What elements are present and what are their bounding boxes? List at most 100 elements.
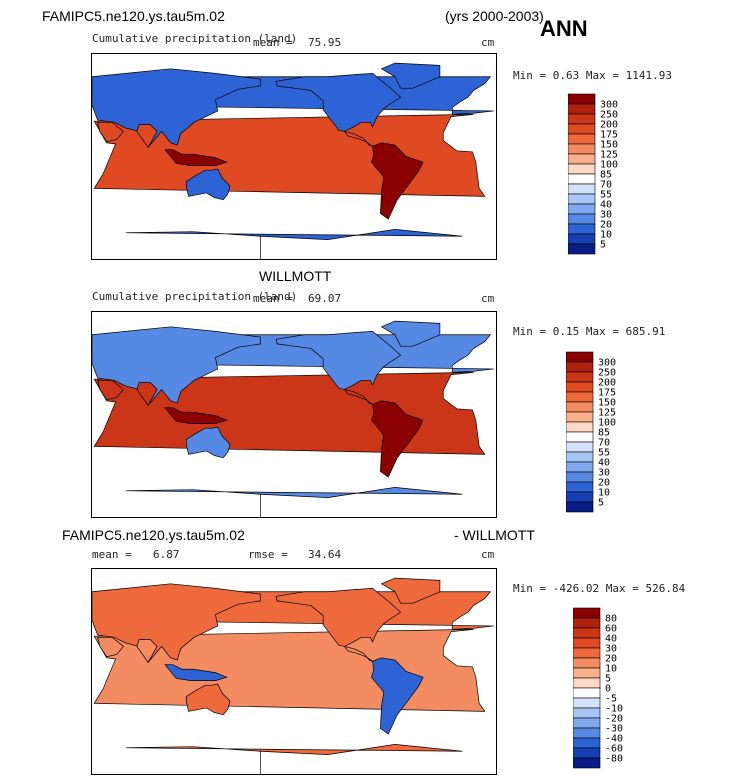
panel1-colorbar: 300 250 200 175 150 125 100 85 70 55 40 30 20 10 5: [568, 93, 628, 255]
colorbar-level-label: 30: [605, 644, 617, 655]
colorbar-swatch: [566, 441, 594, 453]
colorbar-swatch: [568, 133, 596, 145]
colorbar-level-label: -10: [605, 704, 623, 715]
panel3-mean-label: mean =: [92, 548, 132, 561]
colorbar-swatch: [573, 697, 601, 709]
colorbar-swatch: [568, 113, 596, 125]
colorbar-level-label: -60: [605, 744, 623, 755]
colorbar-level-label: 60: [605, 624, 617, 635]
colorbar-level-label: 30: [600, 210, 612, 221]
southeast-asia-shape: [164, 664, 228, 681]
colorbar-swatch: [566, 421, 594, 433]
panel1-map: [91, 53, 497, 260]
colorbar-swatch: [573, 637, 601, 649]
colorbar-level-label: 125: [598, 408, 616, 419]
colorbar-swatch: [566, 381, 594, 393]
colorbar-swatch: [573, 687, 601, 699]
colorbar-swatch: [566, 461, 594, 473]
colorbar-level-label: 100: [600, 160, 618, 171]
colorbar-swatch: [568, 233, 596, 245]
antarctica-shape: [125, 487, 463, 517]
colorbar-level-label: 300: [600, 100, 618, 111]
colorbar-level-label: 200: [598, 378, 616, 389]
arabia-shape: [97, 379, 124, 401]
colorbar-level-label: 5: [600, 240, 606, 251]
colorbar-level-label: 0: [605, 684, 611, 695]
years-label: (yrs 2000-2003): [445, 8, 544, 24]
colorbar-swatch: [566, 351, 594, 363]
asia-shape: [92, 326, 261, 406]
colorbar-swatch: [566, 371, 594, 383]
colorbar-swatch: [566, 431, 594, 443]
australia-shape: [185, 683, 231, 716]
colorbar-level-label: 20: [600, 220, 612, 231]
panel2-minmax: Min = 0.15 Max = 685.91: [513, 325, 666, 338]
colorbar-level-label: 175: [600, 130, 618, 141]
colorbar-level-label: -40: [605, 734, 623, 745]
colorbar-level-label: 250: [600, 110, 618, 121]
colorbar-level-label: 85: [600, 170, 612, 181]
colorbar-swatch: [568, 103, 596, 115]
panel3-title-right: - WILLMOTT: [454, 527, 535, 543]
colorbar-level-label: 300: [598, 358, 616, 369]
colorbar-swatch: [573, 757, 601, 769]
panel1-minmax: Min = 0.63 Max = 1141.93: [513, 69, 672, 82]
colorbar-swatch: [566, 401, 594, 413]
panel3-rmse-value: 34.64: [308, 548, 342, 561]
colorbar-level-label: 40: [598, 458, 610, 469]
panel2-colorbar: 300 250 200 175 150 125 100 85 70 55 40 30 20 10 5: [566, 351, 626, 513]
colorbar-swatch: [568, 93, 596, 105]
north-america-shape: [275, 331, 402, 390]
australia-shape: [185, 426, 231, 459]
panel1-map-svg: [92, 62, 494, 259]
colorbar-swatch: [566, 451, 594, 463]
antarctica-shape: [125, 744, 463, 774]
colorbar-level-label: 250: [598, 368, 616, 379]
colorbar-swatch: [568, 153, 596, 165]
colorbar-level-label: 10: [598, 488, 610, 499]
colorbar-swatch: [573, 627, 601, 639]
colorbar-level-label: 55: [598, 448, 610, 459]
north-america-shape: [275, 73, 402, 132]
colorbar-swatch: [573, 657, 601, 669]
south-america-shape: [371, 142, 424, 220]
panel3-map-svg: [92, 577, 494, 774]
greenland-shape: [380, 320, 441, 347]
asia-shape: [92, 68, 261, 148]
southeast-asia-shape: [164, 407, 228, 424]
colorbar-swatch: [568, 173, 596, 185]
colorbar-level-label: 80: [605, 614, 617, 625]
colorbar-level-label: 10: [605, 664, 617, 675]
season-label: ANN: [540, 16, 588, 41]
colorbar-swatch: [566, 471, 594, 483]
colorbar-level-label: 20: [598, 478, 610, 489]
india-shape: [136, 382, 158, 407]
panel2-variable-label: Cumulative precipitation (land): [92, 290, 298, 303]
colorbar-swatch: [566, 361, 594, 373]
south-america-shape: [371, 400, 424, 478]
colorbar-level-label: 70: [600, 180, 612, 191]
colorbar-swatch: [568, 223, 596, 235]
colorbar-level-label: 55: [600, 190, 612, 201]
colorbar-level-label: 20: [605, 654, 617, 665]
panel2-map: [91, 311, 497, 518]
colorbar-swatch: [573, 727, 601, 739]
colorbar-level-label: 85: [598, 428, 610, 439]
colorbar-swatch: [573, 617, 601, 629]
colorbar-swatch: [566, 491, 594, 503]
model-title: FAMIPC5.ne120.ys.tau5m.02: [42, 8, 225, 24]
colorbar-swatch: [573, 737, 601, 749]
colorbar-swatch: [566, 391, 594, 403]
colorbar-level-label: 40: [605, 634, 617, 645]
panel3-mean-value: 6.87: [153, 548, 180, 561]
panel3-units: cm: [481, 548, 495, 561]
colorbar-swatch: [573, 647, 601, 659]
colorbar-swatch: [568, 183, 596, 195]
panel3-map: [91, 568, 497, 775]
arabia-shape: [97, 636, 124, 658]
panel2-title: WILLMOTT: [259, 268, 332, 284]
panel2-mean-value: 69.07: [308, 292, 342, 305]
colorbar-swatch: [573, 747, 601, 759]
colorbar-level-label: 40: [600, 200, 612, 211]
australia-shape: [185, 168, 231, 201]
